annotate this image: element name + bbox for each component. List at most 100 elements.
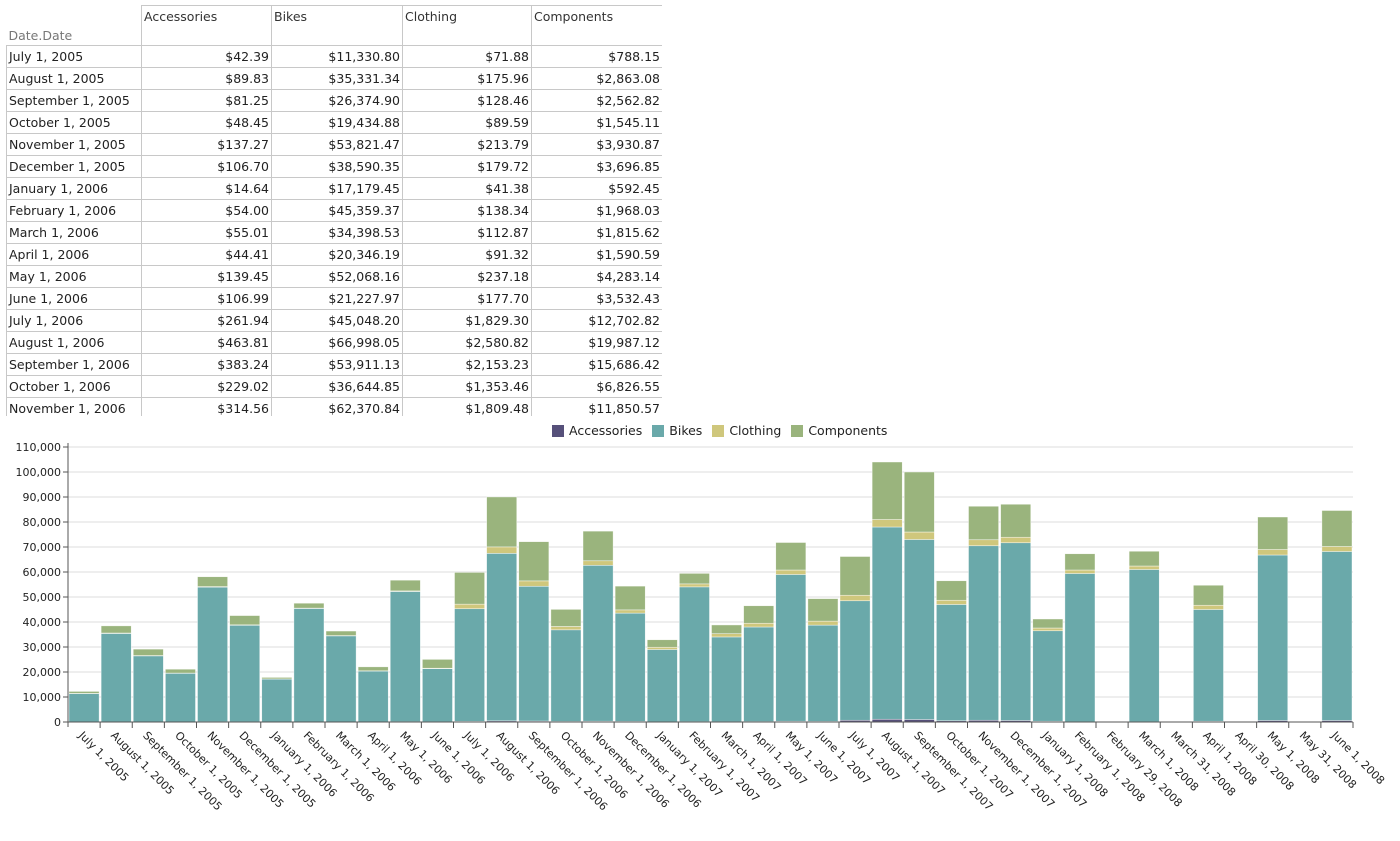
clothing-cell[interactable]: $112.87 xyxy=(403,222,532,244)
bikes-cell[interactable]: $52,068.16 xyxy=(272,266,403,288)
bar-segment-components xyxy=(1322,511,1352,547)
accessories-cell[interactable]: $106.70 xyxy=(142,156,272,178)
row-date-cell[interactable]: May 1, 2006 xyxy=(7,266,142,288)
accessories-cell[interactable]: $137.27 xyxy=(142,134,272,156)
bikes-cell[interactable]: $45,048.20 xyxy=(272,310,403,332)
components-cell[interactable]: $12,702.82 xyxy=(532,310,663,332)
components-cell[interactable]: $4,283.14 xyxy=(532,266,663,288)
y-tick-label: 30,000 xyxy=(23,641,62,654)
data-table-container[interactable]: Date.Date Accessories Bikes Clothing Com… xyxy=(6,5,662,416)
accessories-cell[interactable]: $48.45 xyxy=(142,112,272,134)
row-date-cell[interactable]: October 1, 2005 xyxy=(7,112,142,134)
bikes-cell[interactable]: $17,179.45 xyxy=(272,178,403,200)
components-cell[interactable]: $1,815.62 xyxy=(532,222,663,244)
accessories-cell[interactable]: $314.56 xyxy=(142,398,272,417)
bikes-cell[interactable]: $62,370.84 xyxy=(272,398,403,417)
row-date-cell[interactable]: July 1, 2006 xyxy=(7,310,142,332)
components-cell[interactable]: $1,590.59 xyxy=(532,244,663,266)
row-date-cell[interactable]: August 1, 2006 xyxy=(7,332,142,354)
row-date-cell[interactable]: October 1, 2006 xyxy=(7,376,142,398)
legend-item-clothing[interactable]: Clothing xyxy=(712,423,781,438)
row-date-cell[interactable]: April 1, 2006 xyxy=(7,244,142,266)
bar-segment-clothing xyxy=(712,634,742,637)
components-cell[interactable]: $3,930.87 xyxy=(532,134,663,156)
components-cell[interactable]: $3,532.43 xyxy=(532,288,663,310)
components-cell[interactable]: $1,968.03 xyxy=(532,200,663,222)
accessories-cell[interactable]: $463.81 xyxy=(142,332,272,354)
accessories-cell[interactable]: $229.02 xyxy=(142,376,272,398)
components-cell[interactable]: $3,696.85 xyxy=(532,156,663,178)
components-cell[interactable]: $2,863.08 xyxy=(532,68,663,90)
accessories-cell[interactable]: $54.00 xyxy=(142,200,272,222)
accessories-cell[interactable]: $55.01 xyxy=(142,222,272,244)
bikes-cell[interactable]: $66,998.05 xyxy=(272,332,403,354)
clothing-cell[interactable]: $1,353.46 xyxy=(403,376,532,398)
bikes-cell[interactable]: $34,398.53 xyxy=(272,222,403,244)
accessories-cell[interactable]: $261.94 xyxy=(142,310,272,332)
bikes-cell[interactable]: $38,590.35 xyxy=(272,156,403,178)
bikes-cell[interactable]: $53,821.47 xyxy=(272,134,403,156)
clothing-cell[interactable]: $1,809.48 xyxy=(403,398,532,417)
clothing-cell[interactable]: $138.34 xyxy=(403,200,532,222)
accessories-cell[interactable]: $89.83 xyxy=(142,68,272,90)
accessories-cell[interactable]: $42.39 xyxy=(142,46,272,68)
accessories-cell[interactable]: $139.45 xyxy=(142,266,272,288)
accessories-cell[interactable]: $106.99 xyxy=(142,288,272,310)
row-date-cell[interactable]: June 1, 2006 xyxy=(7,288,142,310)
components-cell[interactable]: $788.15 xyxy=(532,46,663,68)
row-date-cell[interactable]: September 1, 2006 xyxy=(7,354,142,376)
row-date-cell[interactable]: July 1, 2005 xyxy=(7,46,142,68)
clothing-cell[interactable]: $2,580.82 xyxy=(403,332,532,354)
column-header-components[interactable]: Components xyxy=(532,6,663,46)
components-cell[interactable]: $592.45 xyxy=(532,178,663,200)
accessories-cell[interactable]: $81.25 xyxy=(142,90,272,112)
column-header-clothing[interactable]: Clothing xyxy=(403,6,532,46)
legend-item-components[interactable]: Components xyxy=(791,423,887,438)
y-tick-label: 20,000 xyxy=(23,666,62,679)
accessories-cell[interactable]: $383.24 xyxy=(142,354,272,376)
clothing-cell[interactable]: $91.32 xyxy=(403,244,532,266)
components-cell[interactable]: $2,562.82 xyxy=(532,90,663,112)
components-cell[interactable]: $1,545.11 xyxy=(532,112,663,134)
bikes-cell[interactable]: $35,331.34 xyxy=(272,68,403,90)
bikes-cell[interactable]: $20,346.19 xyxy=(272,244,403,266)
bikes-cell[interactable]: $11,330.80 xyxy=(272,46,403,68)
components-cell[interactable]: $6,826.55 xyxy=(532,376,663,398)
accessories-cell[interactable]: $14.64 xyxy=(142,178,272,200)
row-date-cell[interactable]: November 1, 2005 xyxy=(7,134,142,156)
row-date-cell[interactable]: January 1, 2006 xyxy=(7,178,142,200)
row-date-cell[interactable]: February 1, 2006 xyxy=(7,200,142,222)
clothing-cell[interactable]: $2,153.23 xyxy=(403,354,532,376)
clothing-cell[interactable]: $89.59 xyxy=(403,112,532,134)
legend-swatch-icon xyxy=(712,425,724,437)
components-cell[interactable]: $19,987.12 xyxy=(532,332,663,354)
components-cell[interactable]: $15,686.42 xyxy=(532,354,663,376)
row-date-cell[interactable]: August 1, 2005 xyxy=(7,68,142,90)
row-date-cell[interactable]: September 1, 2005 xyxy=(7,90,142,112)
clothing-cell[interactable]: $177.70 xyxy=(403,288,532,310)
legend-item-accessories[interactable]: Accessories xyxy=(552,423,642,438)
bikes-cell[interactable]: $53,911.13 xyxy=(272,354,403,376)
bar-segment-clothing xyxy=(969,540,999,546)
bikes-cell[interactable]: $45,359.37 xyxy=(272,200,403,222)
bikes-cell[interactable]: $26,374.90 xyxy=(272,90,403,112)
clothing-cell[interactable]: $71.88 xyxy=(403,46,532,68)
clothing-cell[interactable]: $128.46 xyxy=(403,90,532,112)
clothing-cell[interactable]: $175.96 xyxy=(403,68,532,90)
bikes-cell[interactable]: $19,434.88 xyxy=(272,112,403,134)
row-date-cell[interactable]: December 1, 2005 xyxy=(7,156,142,178)
legend-item-bikes[interactable]: Bikes xyxy=(652,423,702,438)
clothing-cell[interactable]: $41.38 xyxy=(403,178,532,200)
column-header-accessories[interactable]: Accessories xyxy=(142,6,272,46)
column-header-bikes[interactable]: Bikes xyxy=(272,6,403,46)
bikes-cell[interactable]: $36,644.85 xyxy=(272,376,403,398)
bikes-cell[interactable]: $21,227.97 xyxy=(272,288,403,310)
clothing-cell[interactable]: $237.18 xyxy=(403,266,532,288)
row-date-cell[interactable]: March 1, 2006 xyxy=(7,222,142,244)
row-date-cell[interactable]: November 1, 2006 xyxy=(7,398,142,417)
clothing-cell[interactable]: $213.79 xyxy=(403,134,532,156)
clothing-cell[interactable]: $179.72 xyxy=(403,156,532,178)
accessories-cell[interactable]: $44.41 xyxy=(142,244,272,266)
clothing-cell[interactable]: $1,829.30 xyxy=(403,310,532,332)
components-cell[interactable]: $11,850.57 xyxy=(532,398,663,417)
